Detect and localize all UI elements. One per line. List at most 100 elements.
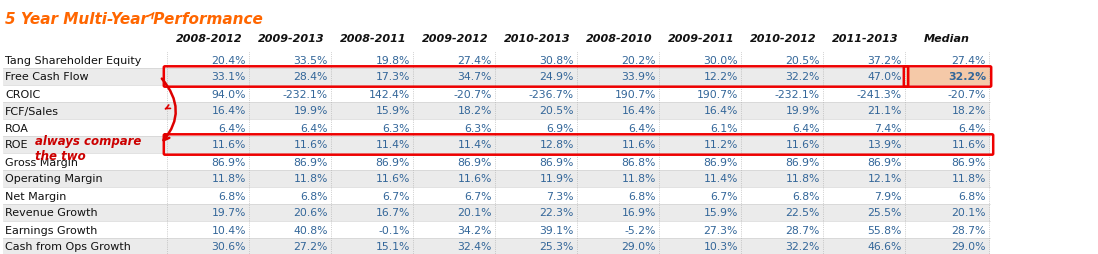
Text: 190.7%: 190.7% xyxy=(696,89,738,99)
Text: 6.7%: 6.7% xyxy=(382,191,410,201)
FancyArrowPatch shape xyxy=(161,79,176,141)
Text: 22.3%: 22.3% xyxy=(539,208,574,218)
Text: 55.8%: 55.8% xyxy=(867,225,901,235)
Text: 16.4%: 16.4% xyxy=(621,106,656,116)
Text: 86.9%: 86.9% xyxy=(212,157,246,167)
Text: 28.4%: 28.4% xyxy=(293,72,328,82)
Bar xyxy=(3,204,990,221)
Text: Cash from Ops Growth: Cash from Ops Growth xyxy=(5,242,131,251)
Text: 20.1%: 20.1% xyxy=(458,208,492,218)
Text: 12.2%: 12.2% xyxy=(704,72,738,82)
Text: 6.1%: 6.1% xyxy=(710,123,738,133)
Text: 20.4%: 20.4% xyxy=(212,55,246,65)
Text: 142.4%: 142.4% xyxy=(369,89,410,99)
Text: 16.4%: 16.4% xyxy=(212,106,246,116)
Text: 6.7%: 6.7% xyxy=(464,191,492,201)
Text: 30.8%: 30.8% xyxy=(539,55,574,65)
Text: 30.0%: 30.0% xyxy=(704,55,738,65)
Text: 86.9%: 86.9% xyxy=(376,157,410,167)
Text: 11.6%: 11.6% xyxy=(621,140,656,150)
Text: 47.0%: 47.0% xyxy=(867,72,901,82)
Text: 6.9%: 6.9% xyxy=(547,123,574,133)
Text: 11.6%: 11.6% xyxy=(212,140,246,150)
Text: 27.4%: 27.4% xyxy=(458,55,492,65)
Text: Operating Margin: Operating Margin xyxy=(5,174,102,184)
Text: 13.9%: 13.9% xyxy=(867,140,901,150)
Text: 34.7%: 34.7% xyxy=(458,72,492,82)
Text: 15.9%: 15.9% xyxy=(704,208,738,218)
Text: 37.2%: 37.2% xyxy=(867,55,901,65)
Text: 20.1%: 20.1% xyxy=(952,208,986,218)
Text: -232.1%: -232.1% xyxy=(775,89,820,99)
Text: 6.8%: 6.8% xyxy=(793,191,820,201)
Text: 6.4%: 6.4% xyxy=(793,123,820,133)
Text: 5 Year Multi-Year Performance: 5 Year Multi-Year Performance xyxy=(5,12,262,27)
Text: 2009-2013: 2009-2013 xyxy=(258,34,324,44)
Text: 12.1%: 12.1% xyxy=(867,174,901,184)
Text: 32.2%: 32.2% xyxy=(948,72,986,82)
Bar xyxy=(3,221,990,238)
Text: 16.7%: 16.7% xyxy=(376,208,410,218)
Text: 86.9%: 86.9% xyxy=(867,157,901,167)
Bar xyxy=(3,238,990,254)
Text: 2010-2013: 2010-2013 xyxy=(504,34,570,44)
Text: 6.4%: 6.4% xyxy=(301,123,328,133)
Text: ROE: ROE xyxy=(5,140,29,150)
Text: 29.0%: 29.0% xyxy=(952,242,986,251)
Text: 11.8%: 11.8% xyxy=(786,174,820,184)
Text: 15.1%: 15.1% xyxy=(376,242,410,251)
Text: 10.3%: 10.3% xyxy=(704,242,738,251)
Text: 2009-2012: 2009-2012 xyxy=(422,34,489,44)
Text: 18.2%: 18.2% xyxy=(458,106,492,116)
Bar xyxy=(3,69,990,86)
Text: 11.8%: 11.8% xyxy=(621,174,656,184)
Bar xyxy=(3,153,990,170)
Bar xyxy=(3,52,990,69)
Text: 6.4%: 6.4% xyxy=(959,123,986,133)
Text: 6.4%: 6.4% xyxy=(219,123,246,133)
Text: -20.7%: -20.7% xyxy=(948,89,986,99)
Text: 19.9%: 19.9% xyxy=(293,106,328,116)
Text: 7.3%: 7.3% xyxy=(547,191,574,201)
Text: 11.4%: 11.4% xyxy=(376,140,410,150)
Text: 24.9%: 24.9% xyxy=(539,72,574,82)
Text: 28.7%: 28.7% xyxy=(952,225,986,235)
Text: 11.6%: 11.6% xyxy=(293,140,328,150)
Text: 15.9%: 15.9% xyxy=(376,106,410,116)
Text: 20.5%: 20.5% xyxy=(539,106,574,116)
Text: 19.7%: 19.7% xyxy=(212,208,246,218)
Text: 2008-2012: 2008-2012 xyxy=(176,34,243,44)
Text: 2011-2013: 2011-2013 xyxy=(831,34,898,44)
Text: 16.9%: 16.9% xyxy=(621,208,656,218)
Text: 6.8%: 6.8% xyxy=(628,191,656,201)
Text: 19.8%: 19.8% xyxy=(376,55,410,65)
Text: 32.2%: 32.2% xyxy=(786,72,820,82)
Text: 6.8%: 6.8% xyxy=(219,191,246,201)
Text: -5.2%: -5.2% xyxy=(625,225,656,235)
Text: 11.4%: 11.4% xyxy=(458,140,492,150)
Bar xyxy=(3,86,990,103)
Text: 27.3%: 27.3% xyxy=(704,225,738,235)
Text: 11.6%: 11.6% xyxy=(376,174,410,184)
Text: 11.2%: 11.2% xyxy=(704,140,738,150)
Text: 6.8%: 6.8% xyxy=(959,191,986,201)
Text: 33.9%: 33.9% xyxy=(621,72,656,82)
Text: ROA: ROA xyxy=(5,123,29,133)
Text: 17.3%: 17.3% xyxy=(376,72,410,82)
Text: 86.9%: 86.9% xyxy=(786,157,820,167)
Text: 2010-2012: 2010-2012 xyxy=(750,34,816,44)
Bar xyxy=(3,120,990,136)
Text: 86.9%: 86.9% xyxy=(704,157,738,167)
Text: Gross Margin: Gross Margin xyxy=(5,157,78,167)
Text: 11.8%: 11.8% xyxy=(293,174,328,184)
Text: 6.4%: 6.4% xyxy=(628,123,656,133)
Text: 20.6%: 20.6% xyxy=(293,208,328,218)
Text: 7.4%: 7.4% xyxy=(874,123,901,133)
Text: 11.9%: 11.9% xyxy=(539,174,574,184)
Text: 18.2%: 18.2% xyxy=(952,106,986,116)
Text: Tang Shareholder Equity: Tang Shareholder Equity xyxy=(5,55,142,65)
Text: 29.0%: 29.0% xyxy=(621,242,656,251)
Text: Free Cash Flow: Free Cash Flow xyxy=(5,72,89,82)
Bar xyxy=(3,170,990,187)
Text: Median: Median xyxy=(925,34,970,44)
